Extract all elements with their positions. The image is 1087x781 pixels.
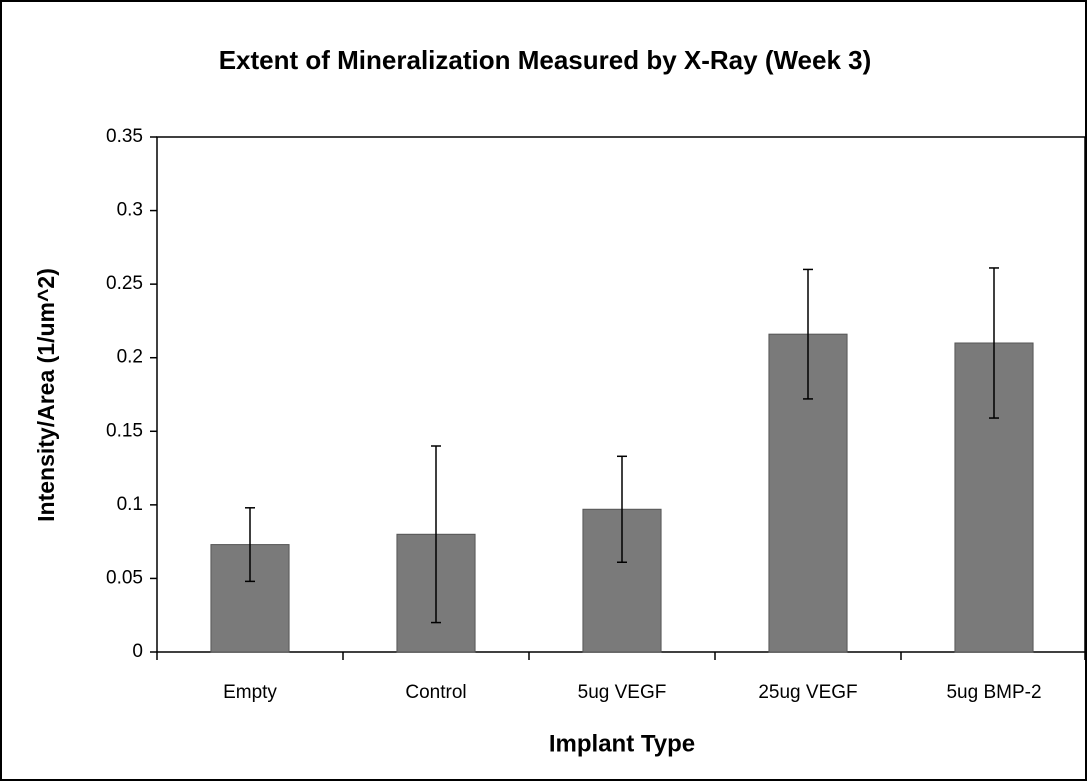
error-bar: [245, 507, 255, 583]
y-tick-label: 0.2: [117, 347, 143, 368]
x-tick-label: Control: [405, 682, 466, 703]
x-axis-label: Implant Type: [549, 730, 695, 757]
chart-title: Extent of Mineralization Measured by X-R…: [219, 45, 872, 75]
y-tick-label: 0.05: [106, 567, 143, 588]
error-bar: [431, 445, 441, 624]
y-tick-label: 0.15: [106, 420, 143, 441]
y-tick-label: 0.35: [106, 126, 143, 147]
x-tick-label: 5ug VEGF: [578, 682, 667, 703]
y-tick-label: 0.25: [106, 273, 143, 294]
y-tick-label: 0.1: [117, 494, 143, 515]
error-bar: [617, 455, 627, 563]
x-tick-label: Empty: [223, 682, 277, 703]
error-bar: [989, 267, 999, 419]
error-bar: [803, 268, 813, 400]
y-tick-label: 0: [132, 641, 143, 662]
y-axis-label: Intensity/Area (1/um^2): [33, 268, 59, 522]
y-tick-label: 0.3: [117, 200, 143, 221]
x-tick-label: 5ug BMP-2: [946, 682, 1041, 703]
x-tick-label: 25ug VEGF: [758, 682, 857, 703]
